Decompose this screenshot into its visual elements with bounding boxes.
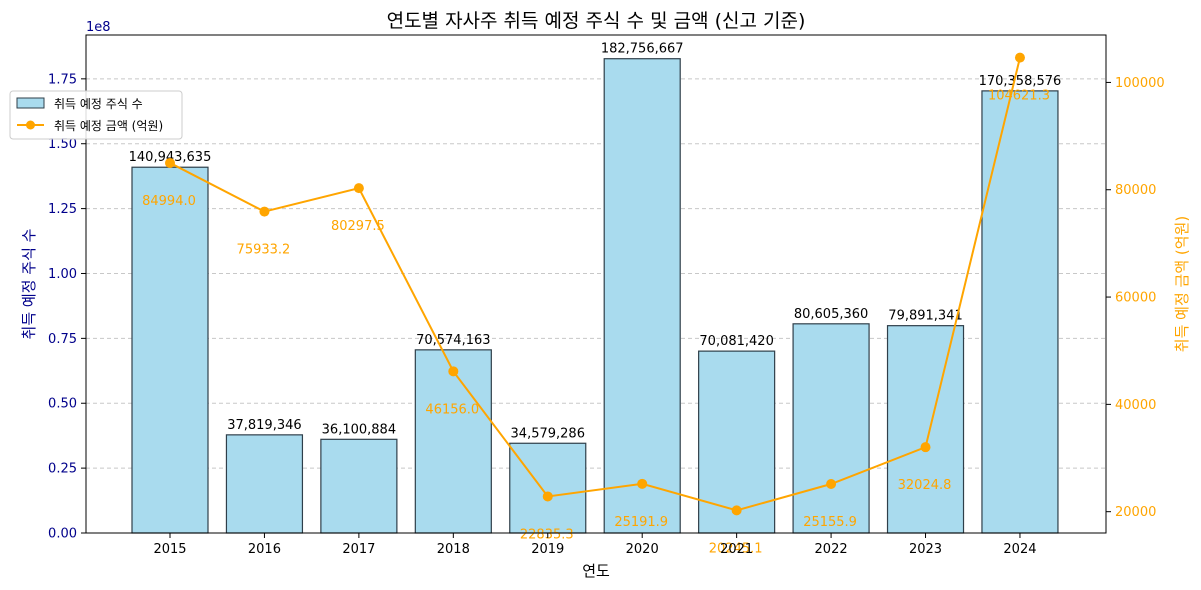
line-value-label: 80297.5 bbox=[331, 219, 385, 234]
x-tick-label: 2020 bbox=[626, 542, 659, 557]
y-tick-label: 0.50 bbox=[48, 397, 77, 412]
legend-bar-swatch bbox=[16, 97, 45, 109]
line-point bbox=[826, 479, 837, 490]
line-value-label: 46156.0 bbox=[425, 402, 479, 417]
bar-value-label: 140,943,635 bbox=[129, 150, 212, 165]
bar-value-label: 70,574,163 bbox=[416, 333, 490, 348]
line-value-label: 25191.9 bbox=[614, 515, 668, 530]
line-value-label: 25155.9 bbox=[803, 515, 857, 530]
line-value-label: 32024.8 bbox=[898, 478, 952, 493]
line-point bbox=[259, 206, 270, 217]
bar-value-label: 79,891,341 bbox=[888, 309, 962, 324]
line-point bbox=[731, 505, 742, 516]
y-tick-label: 0.75 bbox=[48, 332, 77, 347]
line-point bbox=[542, 491, 553, 502]
line-point bbox=[353, 183, 364, 194]
x-tick-label: 2019 bbox=[531, 542, 564, 557]
y2-tick-label: 20000 bbox=[1115, 505, 1156, 520]
plot-frame bbox=[85, 34, 1107, 534]
bar bbox=[509, 442, 587, 534]
line-point bbox=[1014, 52, 1025, 63]
y2-tick-label: 80000 bbox=[1115, 183, 1156, 198]
chart-title: 연도별 자사주 취득 예정 주식 수 및 금액 (신고 기준) bbox=[387, 10, 806, 32]
x-tick-label: 2023 bbox=[909, 542, 942, 557]
legend-bar-label: 취득 예정 주식 수 bbox=[54, 97, 143, 111]
bar bbox=[603, 58, 681, 534]
bar bbox=[886, 325, 965, 534]
y2-tick-label: 40000 bbox=[1115, 398, 1156, 413]
bar bbox=[792, 323, 870, 534]
x-tick-label: 2021 bbox=[720, 542, 753, 557]
bar bbox=[225, 434, 304, 534]
y2-tick-label: 60000 bbox=[1115, 291, 1156, 306]
x-tick-label: 2017 bbox=[342, 542, 375, 557]
legend-line-label: 취득 예정 금액 (억원) bbox=[54, 119, 163, 133]
legend-line-marker bbox=[26, 120, 35, 130]
bar-value-label: 170,358,576 bbox=[979, 74, 1062, 89]
line-labels: 84994.0 75933.2 80297.5 46156.0 22835.3 25191… bbox=[142, 89, 1050, 557]
bar bbox=[320, 438, 398, 534]
y-tick-label: 1.25 bbox=[48, 202, 77, 217]
bar bbox=[131, 166, 209, 534]
bar bbox=[981, 90, 1059, 534]
line-value-label: 22835.3 bbox=[520, 527, 574, 542]
line-point bbox=[920, 442, 931, 453]
y2-axis-label: 취득 예정 금액 (억원) bbox=[1173, 216, 1191, 352]
bar-value-label: 182,756,667 bbox=[601, 42, 684, 57]
y-tick-label: 1.75 bbox=[48, 72, 77, 87]
x-axis-label: 연도 bbox=[582, 562, 610, 580]
line-point bbox=[165, 157, 175, 168]
bar-value-label: 37,819,346 bbox=[227, 418, 301, 433]
axes: 0.00 0.25 0.50 0.75 1.00 1.25 1.50 1.75 20000 400… bbox=[48, 34, 1165, 557]
bar-series bbox=[131, 58, 1059, 534]
y2-tick-label: 100000 bbox=[1115, 76, 1165, 91]
x-tick-label: 2018 bbox=[437, 542, 470, 557]
x-tick-label: 2016 bbox=[248, 542, 281, 557]
y-tick-label: 1.50 bbox=[48, 137, 77, 152]
legend-box bbox=[9, 90, 183, 140]
line-point bbox=[448, 366, 459, 377]
line-value-label: 84994.0 bbox=[142, 194, 196, 209]
y-offset-text: 1e8 bbox=[86, 20, 111, 35]
legend: 취득 예정 주식 수 취득 예정 금액 (억원) bbox=[9, 90, 183, 140]
x-tick-label: 2022 bbox=[815, 542, 848, 557]
y-axis-label: 취득 예정 주식 수 bbox=[20, 229, 38, 340]
bar-labels: 140,943,635 37,819,346 36,100,884 70,574,16… bbox=[129, 42, 1062, 442]
line-point bbox=[637, 478, 648, 489]
x-tick-label: 2015 bbox=[153, 542, 186, 557]
y-tick-label: 0.25 bbox=[48, 462, 77, 477]
line-value-label: 75933.2 bbox=[237, 243, 291, 258]
y-tick-label: 1.00 bbox=[48, 267, 77, 282]
bar bbox=[414, 349, 492, 534]
line-value-label: 20245.1 bbox=[709, 541, 763, 556]
bar-value-label: 70,081,420 bbox=[699, 334, 773, 349]
bar-value-label: 34,579,286 bbox=[511, 426, 585, 441]
bar-value-label: 80,605,360 bbox=[794, 307, 868, 322]
y-tick-label: 0.00 bbox=[48, 527, 77, 542]
bar-value-label: 36,100,884 bbox=[322, 422, 396, 437]
x-tick-label: 2024 bbox=[1003, 542, 1036, 557]
line-path bbox=[169, 57, 1021, 512]
line-value-label: 104621.3 bbox=[988, 89, 1050, 104]
line-series bbox=[165, 52, 1025, 516]
